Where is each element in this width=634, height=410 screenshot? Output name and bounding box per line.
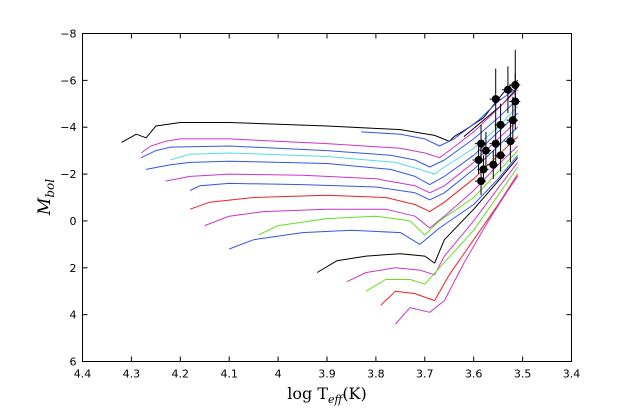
- y-tick-label: −8: [60, 28, 76, 41]
- series-layer: [121, 79, 519, 325]
- x-axis-label-subscript: eff: [328, 393, 345, 406]
- isochrone-line: [365, 166, 519, 292]
- data-point: [477, 177, 486, 186]
- marker-layer: [472, 49, 522, 196]
- isochrone-line: [395, 176, 519, 325]
- isochrone-line: [346, 162, 519, 283]
- x-tick-label: 3.9: [318, 368, 336, 381]
- x-tick-label: 3.5: [514, 368, 532, 381]
- isochrone-line: [316, 157, 519, 273]
- plot-frame: [82, 33, 572, 362]
- y-tick-label: 6: [70, 356, 77, 369]
- x-tick-label: 3.8: [367, 368, 385, 381]
- x-tick-label: 4.3: [123, 368, 141, 381]
- isochrone-line: [361, 86, 518, 147]
- data-point: [496, 151, 505, 160]
- data-point: [491, 95, 500, 104]
- y-tick-label: −4: [60, 121, 76, 134]
- x-tick-label: 4: [275, 368, 282, 381]
- x-tick-label: 4.4: [74, 368, 92, 381]
- y-axis-label-main: M: [35, 197, 55, 216]
- x-tick-label: 3.4: [563, 368, 581, 381]
- isochrone-line: [140, 89, 519, 159]
- data-point: [477, 139, 486, 148]
- isochrone-line: [140, 98, 519, 168]
- data-point: [481, 146, 490, 155]
- isochrone-line: [229, 154, 519, 250]
- y-axis-label-subscript: bol: [43, 179, 57, 198]
- y-tick-label: 0: [70, 215, 77, 228]
- data-point: [489, 160, 498, 169]
- x-axis-label-main: log T: [287, 384, 328, 403]
- isochrone-line: [146, 112, 519, 186]
- data-point: [474, 156, 483, 165]
- y-tick-label: 2: [70, 262, 77, 275]
- x-tick-label: 4.1: [220, 368, 238, 381]
- x-axis-label: log Teff(K): [287, 384, 367, 406]
- data-point: [503, 85, 512, 94]
- data-point: [491, 139, 500, 148]
- y-tick-label: 4: [70, 309, 77, 322]
- isochrone-line: [380, 173, 519, 306]
- y-tick-label: −2: [60, 168, 76, 181]
- isochrone-line: [258, 150, 519, 236]
- x-tick-label: 4.2: [172, 368, 190, 381]
- isochrone-line: [463, 87, 519, 137]
- isochrone-line: [165, 119, 519, 194]
- x-tick-label: 3.7: [416, 368, 434, 381]
- x-axis-label-suffix: (K): [342, 384, 366, 403]
- x-tick-label: 3.6: [465, 368, 483, 381]
- y-axis-label: Mbol: [35, 179, 57, 216]
- y-tick-label: −6: [60, 74, 76, 87]
- tick-layer: 4.4 4.3 4.2 4.1 4 3.9 3.8 3.7 3.6 3.5 3.4 6 4 2 0 −2 −4 −…: [60, 28, 580, 381]
- data-point: [496, 120, 505, 129]
- data-point: [506, 137, 515, 146]
